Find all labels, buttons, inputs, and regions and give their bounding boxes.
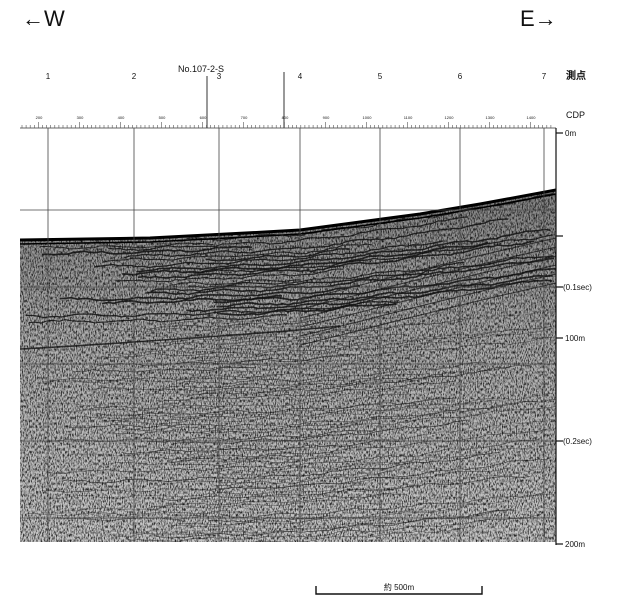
seafloor-reflector bbox=[20, 188, 556, 242]
west-direction-label: ←W bbox=[22, 6, 65, 31]
cdp-label: 600 bbox=[200, 115, 207, 120]
station-number: 2 bbox=[132, 72, 137, 81]
cdp-label: 1200 bbox=[445, 115, 455, 120]
line-id: No.107-2-S bbox=[178, 64, 224, 74]
depth-label: (0.2sec) bbox=[563, 437, 592, 446]
station-number: 1 bbox=[46, 72, 51, 81]
cdp-label: 400 bbox=[118, 115, 125, 120]
cdp-tick-marks bbox=[21, 122, 552, 128]
depth-label: 100m bbox=[565, 334, 585, 343]
scale-bar: 約 500m bbox=[315, 582, 483, 595]
station-number: 6 bbox=[458, 72, 463, 81]
depth-label: (0.1sec) bbox=[563, 283, 592, 292]
depth-axis-ticks bbox=[556, 132, 563, 545]
station-number: 7 bbox=[542, 72, 547, 81]
station-number: 4 bbox=[298, 72, 303, 81]
cdp-label: 500 bbox=[159, 115, 166, 120]
scale-bar-label: 約 500m bbox=[384, 582, 415, 592]
cdp-header: CDP bbox=[566, 110, 585, 120]
cdp-label: 1300 bbox=[486, 115, 496, 120]
station-number: 5 bbox=[378, 72, 383, 81]
station-numbers: 1 2 3 4 5 6 7 bbox=[46, 72, 547, 81]
station-header: 測点 bbox=[566, 69, 586, 82]
cdp-label: 1400 bbox=[527, 115, 537, 120]
depth-grid-lines bbox=[20, 209, 556, 519]
depth-label: 200m bbox=[565, 540, 585, 549]
cdp-label: 1100 bbox=[404, 115, 413, 120]
station-number: 3 bbox=[217, 72, 222, 81]
cdp-label: 700 bbox=[241, 115, 248, 120]
cdp-label: 800 bbox=[282, 115, 289, 120]
cdp-label: 900 bbox=[323, 115, 330, 120]
east-direction-label: E→ bbox=[520, 6, 557, 31]
seismic-traces bbox=[20, 130, 556, 542]
cdp-label: 300 bbox=[77, 115, 84, 120]
depth-label: 0m bbox=[565, 129, 576, 138]
cdp-label: 1000 bbox=[363, 115, 373, 120]
station-grid-lines bbox=[47, 128, 545, 542]
cdp-label: 200 bbox=[36, 115, 43, 120]
cdp-labels: 200 300 400 500 600 700 800 900 1000 110… bbox=[36, 115, 537, 120]
